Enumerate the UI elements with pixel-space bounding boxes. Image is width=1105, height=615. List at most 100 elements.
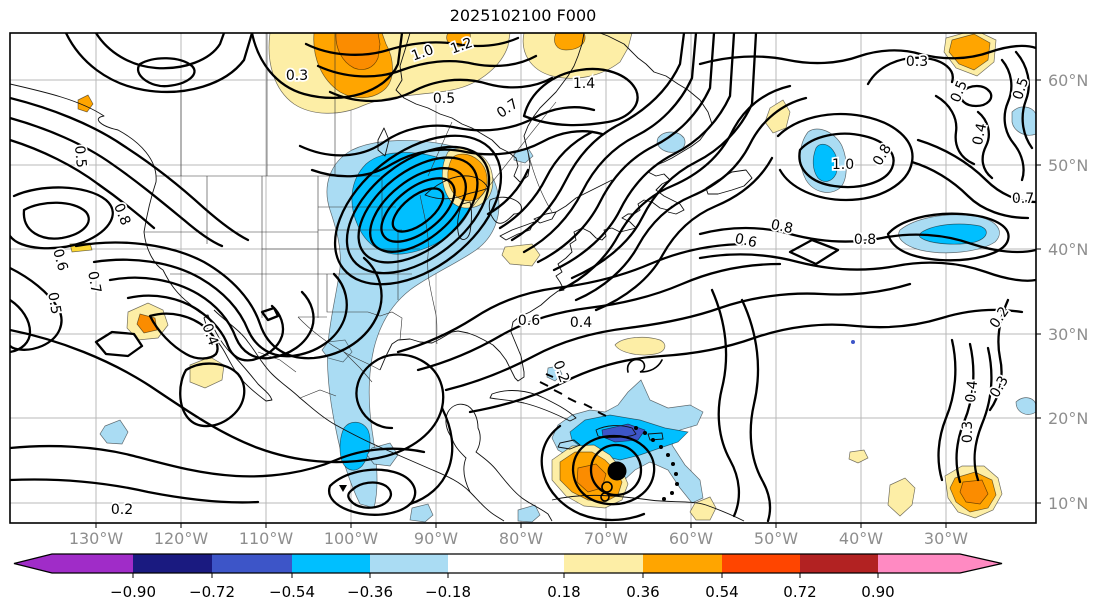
colorbar-segment	[878, 554, 960, 573]
contour-value-label: 0.8	[110, 201, 133, 228]
x-tick-label: 90°W	[414, 529, 458, 548]
anomaly-patch	[1011, 106, 1036, 136]
y-tick-label: 50°N	[1048, 156, 1088, 175]
contour-value-label: 0.3	[906, 54, 928, 70]
colorbar: −0.90 −0.72 −0.54 −0.36 −0.18 0.18 0.36 0.54 0.7…	[13, 553, 1003, 601]
colorbar-segment	[292, 554, 370, 573]
anomaly-patch	[335, 33, 381, 70]
anomaly-patch	[887, 477, 916, 517]
contour-value-label: 1.4	[573, 76, 595, 92]
anomaly-patch	[959, 479, 989, 505]
islands-antilles	[634, 426, 679, 501]
contour-value-label: 0.7	[84, 270, 104, 295]
anomaly-patch	[851, 340, 855, 344]
x-tick-label: 80°W	[499, 529, 543, 548]
contour-value-label: 0.4	[963, 380, 981, 404]
contour-value-label: 0.5	[433, 91, 455, 107]
colorbar-tick-label: 0.36	[626, 583, 659, 601]
anomaly-patch	[614, 336, 666, 356]
anomaly-patch	[517, 504, 541, 523]
colorbar-segment	[212, 554, 292, 573]
storm-position-dot	[607, 461, 627, 481]
colorbar-tick-label: 0.90	[861, 583, 894, 601]
contour-lines	[10, 33, 1036, 523]
contour-value-label: 0.2	[111, 502, 133, 518]
colorbar-segment	[564, 554, 643, 573]
coastline-labrador	[599, 33, 713, 125]
colorbar-segment	[52, 554, 133, 573]
contour-value-label: 0.8	[854, 232, 876, 248]
islands-bahamas	[539, 373, 607, 417]
y-tick-label: 10°N	[1048, 494, 1088, 513]
map-canvas: 0.31.0 1.20.5 0.71.40.30.50.50.41.0 0.80.70…	[10, 33, 1036, 523]
mexico-border	[343, 351, 373, 383]
lake-winnipeg	[377, 127, 390, 157]
colorbar-tick-label: −0.90	[110, 583, 156, 601]
colorbar-outline	[13, 553, 1003, 574]
anomaly-patch	[918, 223, 987, 245]
colorbar-segment	[800, 554, 878, 573]
river-mississippi	[419, 194, 438, 345]
state-border	[326, 274, 403, 341]
st-lawrence-river	[555, 179, 613, 213]
x-tick-label: 130°W	[69, 529, 124, 548]
contour-value-label: 1.0	[832, 157, 854, 173]
colorbar-tick-label: 0.54	[705, 583, 738, 601]
y-axis: 60°N 50°N 40°N 30°N 20°N 10°N	[1036, 71, 1088, 513]
lake-michigan	[457, 201, 472, 240]
colorbar-tick-label: −0.18	[425, 583, 471, 601]
colorbar-tick-label: −0.72	[189, 583, 235, 601]
coastline-south-america	[551, 494, 745, 522]
x-axis: 130°W 120°W 110°W 100°W 90°W 80°W 70°W 60°W 50°W…	[69, 523, 968, 548]
colorbar-tick-label: 0.72	[783, 583, 816, 601]
island-jamaica	[557, 439, 581, 450]
anomaly-patch	[321, 339, 353, 363]
contour-value-label: 0.5	[71, 145, 89, 169]
colorbar-segment	[643, 554, 722, 573]
colorbar-tick-label: −0.36	[347, 583, 393, 601]
x-tick-label: 120°W	[154, 529, 209, 548]
anomaly-shading	[69, 33, 1036, 523]
contour-value-label: 0.3	[960, 421, 976, 443]
anomaly-patch	[409, 503, 434, 523]
mexico-border	[299, 389, 337, 399]
contour-labels: 0.31.0 1.20.5 0.71.40.30.50.50.41.0 0.80.70…	[42, 33, 1036, 520]
anomaly-patch	[848, 449, 869, 464]
anomaly-patch	[1015, 397, 1036, 415]
y-tick-label: 30°N	[1048, 325, 1088, 344]
x-tick-label: 70°W	[584, 529, 628, 548]
island-puerto-rico	[647, 432, 664, 441]
island-cuba	[489, 390, 577, 422]
colorbar-right-arrow	[960, 554, 1002, 573]
anomaly-patch	[189, 356, 225, 389]
x-tick-label: 30°W	[924, 529, 968, 548]
anomaly-patch	[99, 419, 129, 445]
y-tick-label: 60°N	[1048, 71, 1088, 90]
contour-value-label: 0.6	[733, 231, 758, 251]
x-tick-label: 100°W	[324, 529, 379, 548]
coastline-gulf-atlantic	[379, 199, 673, 382]
y-tick-label: 40°N	[1048, 240, 1088, 259]
anomaly-patch	[339, 421, 371, 471]
colorbar-segment	[448, 554, 564, 573]
province-border	[527, 151, 553, 213]
contour-value-label: 0.5	[44, 291, 64, 316]
contour-value-label: 0.7	[1012, 191, 1034, 207]
gridlines	[10, 33, 1036, 523]
colorbar-segment	[722, 554, 800, 573]
map-frame	[9, 32, 1037, 524]
x-tick-label: 50°W	[754, 529, 798, 548]
contour-value-label: 0.6	[49, 247, 70, 273]
colorbar-left-arrow	[14, 554, 52, 573]
x-tick-label: 60°W	[669, 529, 713, 548]
contour-value-label: 0.4	[570, 315, 592, 331]
x-tick-label: 40°W	[839, 529, 883, 548]
coastline-hudson-bay	[395, 33, 585, 183]
storm-marker	[607, 461, 627, 481]
contour-value-label: 0.4	[970, 122, 990, 147]
anomaly-patch	[948, 33, 991, 71]
figure-title: 2025102100 F000	[450, 6, 597, 25]
colorbar-tick-label: −0.54	[269, 583, 315, 601]
contour-value-label: 0.2	[987, 304, 1013, 331]
